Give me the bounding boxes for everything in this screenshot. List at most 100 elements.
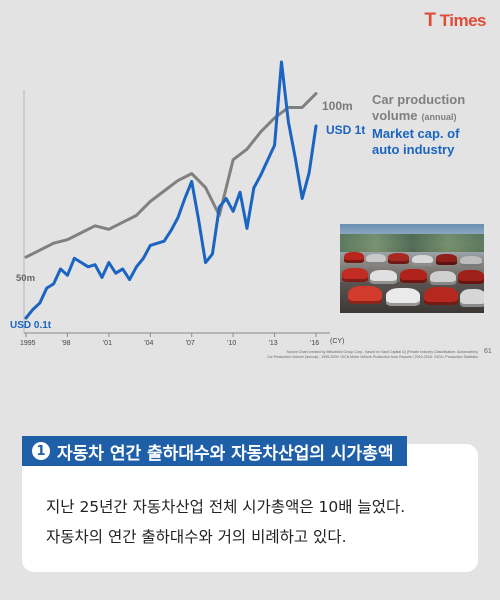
x-tick-label: '13 — [269, 340, 278, 347]
description-line-2: 자동차의 연간 출하대수와 거의 비례하고 있다. — [46, 528, 347, 546]
data-point-car-production — [53, 242, 55, 244]
data-point-car-production — [122, 221, 124, 223]
car-lot-photo — [340, 224, 484, 313]
section-number-badge: 1 — [32, 442, 50, 460]
photo-car — [430, 271, 456, 285]
data-point-market-cap — [198, 219, 200, 221]
right-axis-low-label: 50m — [16, 273, 35, 284]
photo-car — [460, 256, 482, 267]
photo-car — [370, 270, 397, 284]
data-point-car-production — [163, 190, 165, 192]
data-point-market-cap — [135, 266, 138, 268]
data-point-market-cap — [177, 217, 179, 219]
x-tick-label: '16 — [310, 340, 319, 347]
data-point-market-cap — [73, 257, 75, 259]
data-point-car-production — [260, 131, 262, 133]
right-axis-high-label: 100m — [322, 99, 353, 113]
legend-market-cap-line1: Market cap. of — [372, 126, 460, 141]
data-point-market-cap — [273, 144, 276, 146]
data-point-car-production — [315, 92, 317, 95]
data-point-car-production — [204, 186, 207, 189]
photo-car — [366, 254, 386, 265]
photo-trees — [340, 234, 484, 252]
data-point-car-production — [66, 239, 69, 241]
data-point-market-cap — [59, 268, 62, 270]
legend-market-cap-line2: auto industry — [372, 142, 455, 157]
data-point-market-cap — [280, 61, 283, 63]
data-point-car-production — [135, 214, 138, 216]
data-point-car-production — [232, 159, 234, 161]
section-title: 자동차 연간 출하대수와 자동차산업의 시가총액 — [57, 443, 394, 464]
page-number: 61 — [484, 348, 492, 355]
chart-area: 1995'98'01'04'07'10'13'16 (CY) USD 0.1t … — [10, 60, 492, 359]
data-point-market-cap — [108, 261, 110, 264]
x-unit-label: (CY) — [330, 338, 344, 345]
data-point-market-cap — [94, 264, 96, 266]
data-point-market-cap — [163, 240, 165, 242]
data-point-market-cap — [128, 279, 131, 281]
source-note-line1: Source:Chart created by Mitsubishi Group… — [287, 350, 479, 354]
data-point-market-cap — [53, 283, 55, 285]
data-point-car-production — [246, 148, 248, 150]
data-point-market-cap — [142, 257, 144, 259]
data-point-market-cap — [294, 157, 296, 159]
data-point-car-production — [25, 256, 27, 258]
data-point-market-cap — [308, 172, 310, 174]
data-point-car-production — [301, 106, 303, 109]
legend-production-line1: Car production — [372, 92, 465, 107]
legend-production-line2: volume (annual) — [372, 108, 457, 123]
data-point-market-cap — [218, 206, 220, 208]
data-point-market-cap — [287, 121, 289, 123]
series-points — [25, 61, 317, 319]
data-point-car-production — [80, 232, 82, 234]
data-point-car-production — [149, 200, 151, 203]
data-point-market-cap — [170, 229, 172, 232]
x-tick-label: 1995 — [20, 340, 36, 347]
photo-car — [342, 268, 368, 282]
data-point-car-production — [218, 214, 220, 216]
data-point-car-production — [273, 117, 276, 119]
data-point-market-cap — [46, 287, 48, 289]
data-point-market-cap — [39, 302, 41, 304]
data-point-market-cap — [232, 210, 234, 212]
data-point-market-cap — [80, 261, 82, 264]
photo-car — [348, 286, 382, 304]
data-point-market-cap — [25, 317, 27, 319]
data-point-market-cap — [149, 244, 151, 247]
data-point-market-cap — [87, 266, 89, 268]
source-note-line2: Car Production Volume (annual) : 1995-20… — [267, 355, 478, 359]
data-point-market-cap — [156, 242, 158, 244]
data-point-market-cap — [32, 308, 34, 311]
x-tick-label: '04 — [144, 340, 153, 347]
photo-car — [388, 253, 409, 264]
data-point-car-production — [39, 249, 41, 251]
photo-car — [412, 255, 433, 266]
description-line-1: 지난 25년간 자동차산업 전체 시가총액은 10배 늘었다. — [46, 498, 406, 516]
photo-car — [386, 288, 420, 306]
photo-car — [458, 270, 484, 284]
data-point-market-cap — [211, 253, 214, 255]
photo-car — [460, 289, 484, 307]
section-title-banner: 1 자동차 연간 출하대수와 자동차산업의 시가총액 — [22, 436, 408, 466]
photo-car — [436, 254, 457, 265]
legend-production-note: (annual) — [422, 112, 457, 122]
data-point-market-cap — [184, 197, 186, 200]
data-point-car-production — [108, 228, 110, 230]
data-point-market-cap — [191, 180, 193, 183]
data-point-market-cap — [115, 272, 117, 274]
description-text: 지난 25년간 자동차산업 전체 시가총액은 10배 늘었다. 자동차의 연간 … — [46, 492, 466, 552]
data-point-market-cap — [301, 197, 303, 200]
left-axis-high-label: USD 1t — [326, 123, 365, 137]
photo-car — [344, 252, 364, 263]
data-point-market-cap — [253, 187, 255, 189]
x-tick-label: '07 — [186, 340, 195, 347]
data-point-market-cap — [239, 191, 241, 193]
data-point-market-cap — [315, 125, 317, 127]
data-point-car-production — [191, 173, 193, 175]
photo-car — [424, 287, 458, 305]
left-axis-low-label: USD 0.1t — [10, 320, 52, 331]
photo-car — [400, 269, 427, 283]
x-tick-label: '10 — [227, 340, 236, 347]
x-tick-label: '98 — [61, 340, 70, 347]
data-point-car-production — [177, 179, 179, 182]
